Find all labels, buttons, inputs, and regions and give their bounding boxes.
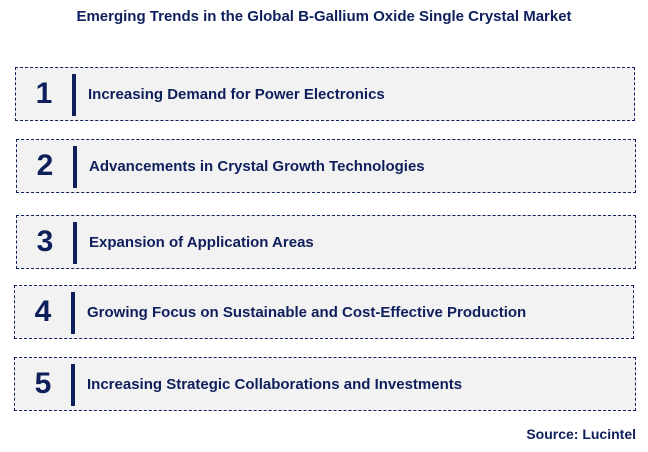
trend-number: 3: [36, 225, 54, 258]
trend-card-5: 5 Increasing Strategic Collaborations an…: [14, 357, 636, 411]
trend-label: Growing Focus on Sustainable and Cost-Ef…: [87, 303, 527, 321]
trend-label: Advancements in Crystal Growth Technolog…: [89, 157, 425, 175]
trend-card-4: 4 Growing Focus on Sustainable and Cost-…: [14, 285, 634, 339]
divider-bar: [71, 364, 75, 406]
source-credit: Source: Lucintel: [526, 426, 636, 442]
trend-number: 2: [36, 149, 54, 182]
trend-number: 4: [34, 295, 52, 328]
trend-label: Expansion of Application Areas: [89, 233, 314, 251]
divider-bar: [71, 292, 75, 334]
divider-bar: [73, 222, 77, 264]
page-title: Emerging Trends in the Global B-Gallium …: [76, 8, 572, 25]
trend-number: 1: [35, 77, 53, 110]
trend-label: Increasing Strategic Collaborations and …: [87, 375, 463, 393]
trend-number: 5: [34, 367, 52, 400]
trend-card-2: 2 Advancements in Crystal Growth Technol…: [16, 139, 636, 193]
divider-bar: [72, 74, 76, 116]
trend-card-1: 1 Increasing Demand for Power Electronic…: [15, 67, 635, 121]
trend-card-3: 3 Expansion of Application Areas: [16, 215, 636, 269]
trend-label: Increasing Demand for Power Electronics: [88, 85, 385, 103]
divider-bar: [73, 146, 77, 188]
